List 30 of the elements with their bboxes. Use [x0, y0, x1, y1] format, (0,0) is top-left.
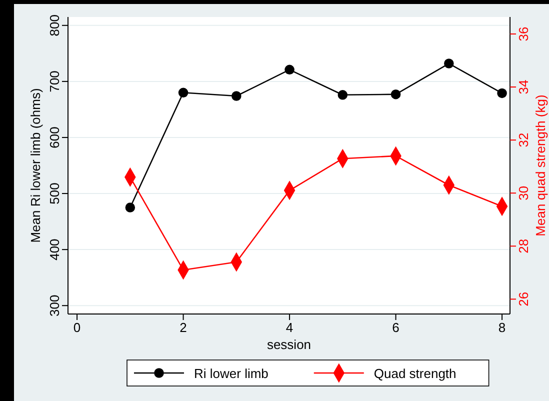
- x-tick-label: 6: [392, 320, 400, 336]
- x-tick-label: 8: [498, 320, 506, 336]
- point: [444, 58, 454, 68]
- y2-tick-label: 36: [516, 26, 531, 42]
- y-tick-label: 500: [47, 182, 62, 204]
- x-tick-label: 2: [180, 320, 187, 336]
- y2-tick-label: 26: [516, 292, 531, 306]
- point: [232, 91, 242, 101]
- y-tick-label: 300: [47, 294, 62, 316]
- y-tick-label: 700: [47, 70, 62, 92]
- y2-axis-title: Mean quad strength (kg): [533, 94, 548, 236]
- point: [338, 90, 348, 100]
- point: [178, 88, 188, 98]
- point: [284, 64, 294, 75]
- x-tick-label: 0: [73, 320, 81, 336]
- y2-tick-label: 28: [516, 238, 531, 254]
- point: [497, 88, 507, 98]
- y2-tick-label: 30: [516, 186, 531, 200]
- legend-label: Quad strength: [374, 366, 456, 381]
- y-axis-title: Mean Ri lower limb (ohms): [28, 88, 43, 243]
- y2-tick-label: 34: [516, 80, 531, 94]
- x-axis-title: session: [266, 337, 312, 352]
- y2-tick-label: 32: [516, 132, 531, 148]
- point: [390, 89, 401, 100]
- legend-label: Ri lower limb: [194, 366, 268, 381]
- x-tick-label: 4: [286, 320, 294, 336]
- point: [125, 202, 136, 212]
- y-tick-label: 800: [47, 14, 62, 36]
- y-tick-label: 400: [47, 238, 62, 260]
- y-tick-label: 600: [47, 126, 62, 148]
